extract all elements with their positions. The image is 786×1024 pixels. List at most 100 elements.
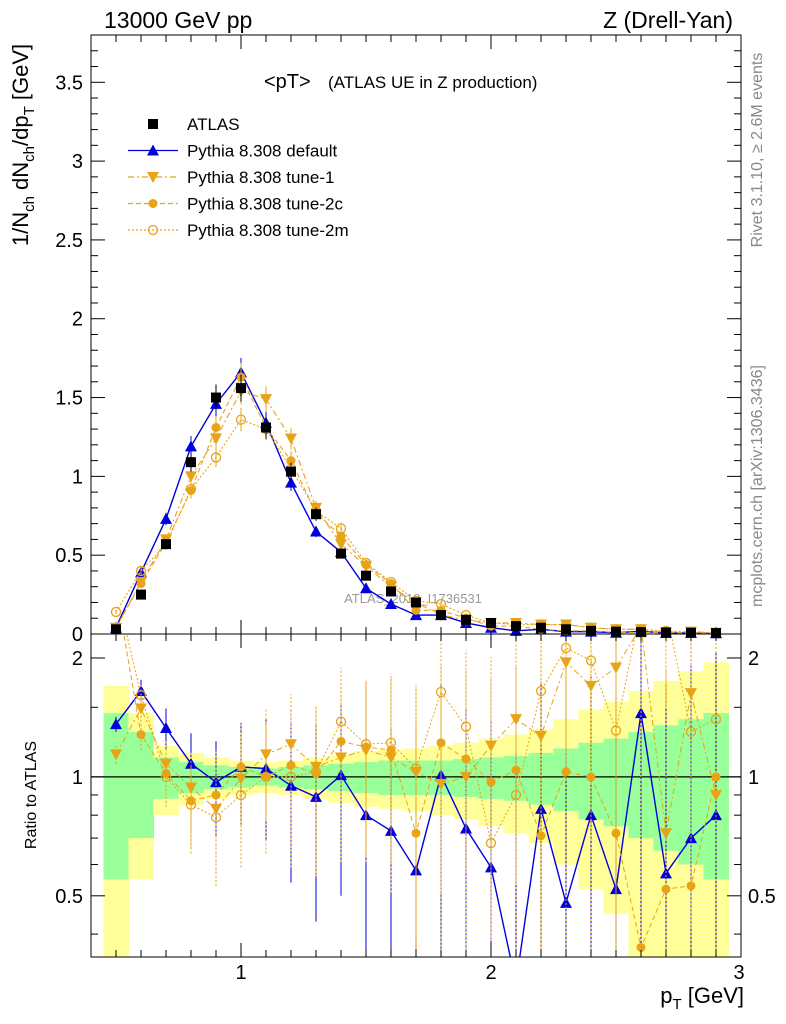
data-point	[235, 414, 247, 425]
main-y-tick-label: 3	[72, 151, 83, 173]
data-point	[160, 721, 172, 733]
data-point	[460, 721, 472, 732]
data-point	[210, 452, 222, 463]
legend-marker	[147, 144, 159, 156]
uncertainty-band-green	[103, 713, 129, 880]
data-point	[661, 627, 671, 638]
header-left: 13000 GeV pp	[104, 7, 252, 33]
data-point	[160, 512, 172, 524]
ratio-y-axis-title: Ratio to ATLAS	[23, 741, 40, 849]
main-y-tick-label: 2.5	[55, 230, 83, 252]
data-point	[586, 625, 596, 636]
data-point	[610, 662, 622, 674]
data-point	[310, 766, 322, 777]
data-point	[160, 771, 172, 783]
data-point	[285, 433, 297, 445]
data-point	[486, 777, 496, 787]
data-point	[235, 789, 247, 801]
ratio-y-tick-label: 1	[72, 767, 83, 789]
data-point	[286, 466, 296, 477]
plot-title-main: <pT>	[264, 71, 311, 93]
main-series-0	[111, 374, 721, 639]
legend-marker	[147, 224, 159, 236]
data-point	[610, 725, 622, 736]
data-point	[110, 718, 122, 730]
ratio-panel: 0.5 0.5 1 1 2 2 1 2 3	[55, 602, 776, 984]
data-point	[511, 765, 521, 775]
data-point	[210, 433, 222, 445]
data-point	[136, 589, 146, 600]
data-point	[335, 523, 347, 534]
legend-marker	[148, 199, 158, 208]
data-point	[110, 606, 122, 618]
data-point	[261, 422, 271, 433]
data-point	[361, 742, 371, 752]
data-point	[385, 737, 397, 748]
legend-marker	[148, 119, 158, 129]
data-point	[185, 440, 197, 452]
data-point	[185, 757, 197, 769]
legend-entry: Pythia 8.308 tune-2m	[128, 221, 349, 240]
main-y-tick-label: 1	[72, 466, 83, 488]
data-point	[285, 476, 297, 488]
data-point	[186, 457, 196, 468]
ratio-y-tick-label: 2	[72, 648, 83, 670]
data-point	[136, 579, 146, 589]
data-point	[435, 598, 447, 610]
data-point	[385, 752, 397, 764]
data-point	[260, 749, 272, 761]
main-y-tick-label: 0	[72, 624, 83, 646]
legend-entry: ATLAS	[148, 115, 240, 134]
main-y-axis-title: 1/Nch dNch/dpT [GeV]	[8, 44, 38, 246]
data-point	[386, 586, 396, 597]
data-point	[662, 605, 671, 614]
data-point	[710, 809, 722, 821]
data-point	[161, 539, 171, 550]
data-point	[386, 745, 396, 755]
data-point	[485, 861, 497, 873]
legend-label: Pythia 8.308 tune-2m	[187, 221, 349, 240]
data-point	[360, 557, 372, 569]
data-point	[360, 739, 372, 750]
data-point	[536, 622, 546, 633]
data-point	[385, 598, 397, 610]
data-point	[536, 831, 546, 841]
data-point	[535, 685, 547, 697]
data-point	[436, 738, 446, 748]
data-point	[510, 789, 522, 801]
main-y-tick-label: 2	[72, 309, 83, 331]
main-y-tick-label: 0.5	[55, 545, 83, 567]
ratio-y-tick-label-right: 1	[748, 767, 759, 789]
data-point	[135, 565, 147, 577]
legend-entry: Pythia 8.308 default	[128, 142, 338, 161]
data-point	[636, 942, 646, 952]
data-point	[160, 758, 172, 770]
data-point	[636, 627, 646, 638]
data-point	[485, 740, 497, 752]
data-point	[185, 483, 197, 495]
ratio-x-tick-label: 2	[485, 962, 496, 984]
data-point	[686, 881, 696, 891]
data-point	[335, 752, 347, 764]
data-point	[410, 763, 422, 774]
data-point	[285, 771, 297, 783]
data-point	[310, 525, 322, 537]
data-point	[335, 716, 347, 727]
data-point	[461, 614, 471, 625]
data-point	[111, 624, 121, 635]
data-point	[135, 690, 147, 701]
ratio-x-tick-label: 3	[733, 962, 744, 984]
uncertainty-band-green	[128, 731, 154, 839]
data-point	[637, 602, 646, 611]
legend-label: Pythia 8.308 tune-1	[187, 168, 334, 187]
data-point	[611, 626, 621, 637]
data-point	[511, 621, 521, 632]
legend-marker	[147, 172, 159, 183]
data-point	[411, 605, 421, 615]
data-point	[361, 570, 371, 581]
data-point	[236, 383, 246, 394]
svg-text:pT [GeV]: pT [GeV]	[660, 983, 744, 1013]
header-right: Z (Drell-Yan)	[603, 7, 733, 33]
data-point	[311, 509, 321, 520]
